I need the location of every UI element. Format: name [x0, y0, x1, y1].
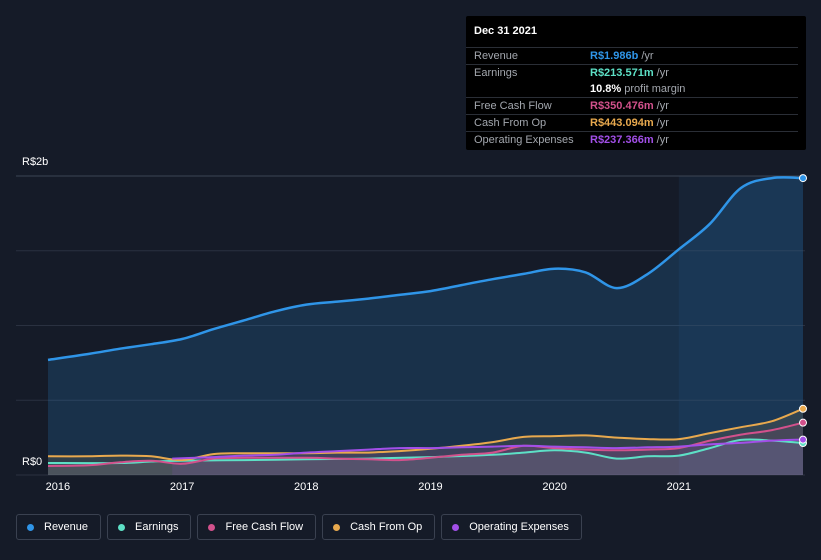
- tooltip-row: 10.8% profit margin: [466, 81, 798, 98]
- revenue-endpoint: [799, 174, 807, 183]
- tooltip-row: Revenue R$1.986b /yr: [466, 47, 798, 65]
- x-tick-label: 2020: [542, 481, 567, 493]
- free-cash-flow-endpoint: [799, 418, 807, 427]
- legend-item-revenue[interactable]: Revenue: [16, 514, 102, 540]
- x-tick-label: 2019: [418, 481, 443, 493]
- tooltip-value: R$1.986b /yr: [590, 50, 654, 62]
- tooltip-label: Operating Expenses: [474, 134, 574, 146]
- legend-label: Earnings: [135, 521, 179, 533]
- free-cash-flow-area: [48, 422, 803, 475]
- revenue-area: [48, 177, 803, 475]
- tooltip-label: Cash From Op: [474, 117, 547, 129]
- tooltip-date: Dec 31 2021: [474, 25, 537, 37]
- tooltip-value: R$350.476m /yr: [590, 100, 669, 112]
- tooltip: Dec 31 2021 Revenue R$1.986b /yr Earnings R…: [466, 16, 806, 150]
- operating-expenses-area: [172, 439, 803, 475]
- legend: Revenue Earnings Free Cash Flow Cash From O…: [16, 514, 582, 542]
- legend-label: Operating Expenses: [469, 521, 569, 533]
- tooltip-row: Free Cash Flow R$350.476m /yr: [466, 97, 798, 115]
- series-endpoints: [799, 174, 807, 448]
- tooltip-value: R$237.366m /yr: [590, 134, 669, 146]
- series-lines: [47, 176, 804, 467]
- legend-dot: [208, 523, 216, 531]
- legend-dot: [27, 523, 34, 531]
- tooltip-label: Free Cash Flow: [474, 100, 552, 112]
- legend-item-free-cash-flow[interactable]: Free Cash Flow: [197, 514, 317, 540]
- x-tick-label: 2021: [666, 481, 692, 493]
- tooltip-row: Earnings R$213.571m /yr: [466, 64, 798, 82]
- tooltip-row: Cash From Op R$443.094m /yr: [466, 114, 798, 132]
- x-tick-label: 2018: [294, 481, 319, 493]
- operating-expenses-endpoint: [799, 435, 807, 444]
- operating-expenses-line: [172, 438, 804, 460]
- legend-item-earnings[interactable]: Earnings: [107, 514, 192, 540]
- tooltip-value: R$443.094m /yr: [590, 117, 669, 129]
- earnings-area: [48, 439, 803, 475]
- legend-label: Cash From Op: [350, 521, 423, 533]
- legend-item-cash-from-op[interactable]: Cash From Op: [322, 514, 436, 540]
- x-tick-label: 2016: [45, 481, 71, 493]
- legend-item-operating-expenses[interactable]: Operating Expenses: [441, 514, 582, 540]
- tooltip-label: Revenue: [474, 50, 519, 62]
- legend-label: Revenue: [44, 521, 89, 533]
- grid: [16, 175, 805, 476]
- tooltip-label: Earnings: [474, 67, 518, 79]
- legend-label: Free Cash Flow: [225, 521, 304, 533]
- legend-dot: [452, 523, 460, 531]
- tooltip-value: 10.8% profit margin: [590, 83, 686, 95]
- legend-dot: [333, 523, 341, 531]
- y-tick-top: R$2b: [22, 156, 49, 168]
- x-tick-label: 2017: [169, 481, 195, 493]
- tooltip-row: Operating Expenses R$237.366m /yr: [466, 131, 798, 149]
- free-cash-flow-line: [47, 421, 804, 467]
- legend-dot: [118, 523, 126, 531]
- cash-from-op-endpoint: [799, 404, 807, 413]
- revenue-line: [47, 176, 804, 362]
- y-tick-bottom: R$0: [22, 456, 43, 468]
- tooltip-value: R$213.571m /yr: [590, 67, 669, 79]
